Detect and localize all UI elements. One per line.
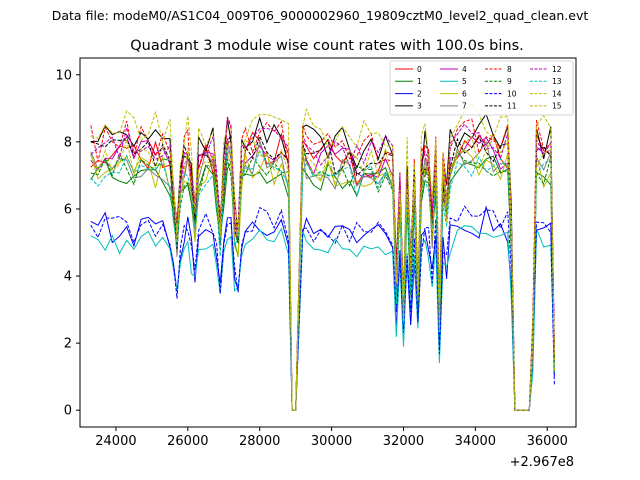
legend-label: 12 <box>552 65 562 74</box>
legend-label: 8 <box>507 65 512 74</box>
series-line-9 <box>90 146 555 411</box>
axis-layer: 24000 26000 28000 30000 32000 34000 36000 0 2 4 6 8… <box>55 68 567 449</box>
legend-label: 10 <box>507 89 517 98</box>
legend-label: 9 <box>507 77 512 86</box>
y-tick-label: 0 <box>64 404 72 419</box>
x-tick-label: 36000 <box>527 434 568 449</box>
x-offset-label: +2.967e8 <box>510 455 574 470</box>
y-tick-label: 6 <box>64 202 72 217</box>
y-tick-label: 2 <box>64 337 72 352</box>
x-tick-label: 32000 <box>383 434 424 449</box>
y-tick-label: 10 <box>55 68 72 83</box>
series-line-11 <box>90 134 555 411</box>
y-tick-label: 4 <box>64 270 72 285</box>
legend-label: 15 <box>552 102 562 111</box>
x-tick-label: 26000 <box>167 434 208 449</box>
series-line-2 <box>90 205 555 411</box>
x-tick-label: 34000 <box>455 434 496 449</box>
legend-label: 13 <box>552 77 562 86</box>
legend-label: 3 <box>417 102 422 111</box>
legend-label: 11 <box>507 102 517 111</box>
legend-box <box>389 60 574 116</box>
legend-label: 7 <box>462 102 467 111</box>
legend-label: 6 <box>462 89 467 98</box>
legend-label: 1 <box>417 77 422 86</box>
x-tick-label: 30000 <box>311 434 352 449</box>
chart-suptitle: Data file: modeM0/AS1C04_009T06_90000029… <box>52 8 589 23</box>
legend-label: 2 <box>417 89 422 98</box>
chart-title: Quadrant 3 module wise count rates with … <box>130 38 524 54</box>
series-line-5 <box>90 225 555 411</box>
legend-label: 5 <box>462 77 467 86</box>
legend-label: 4 <box>462 65 467 74</box>
series-line-12 <box>90 116 555 411</box>
x-tick-label: 24000 <box>95 434 136 449</box>
x-tick-label: 28000 <box>239 434 280 449</box>
y-tick-label: 8 <box>64 135 72 150</box>
series-line-15 <box>90 135 555 411</box>
plot-frame <box>79 57 577 428</box>
legend-label: 0 <box>417 65 422 74</box>
legend-label: 14 <box>552 89 562 98</box>
series-line-10 <box>90 205 555 411</box>
